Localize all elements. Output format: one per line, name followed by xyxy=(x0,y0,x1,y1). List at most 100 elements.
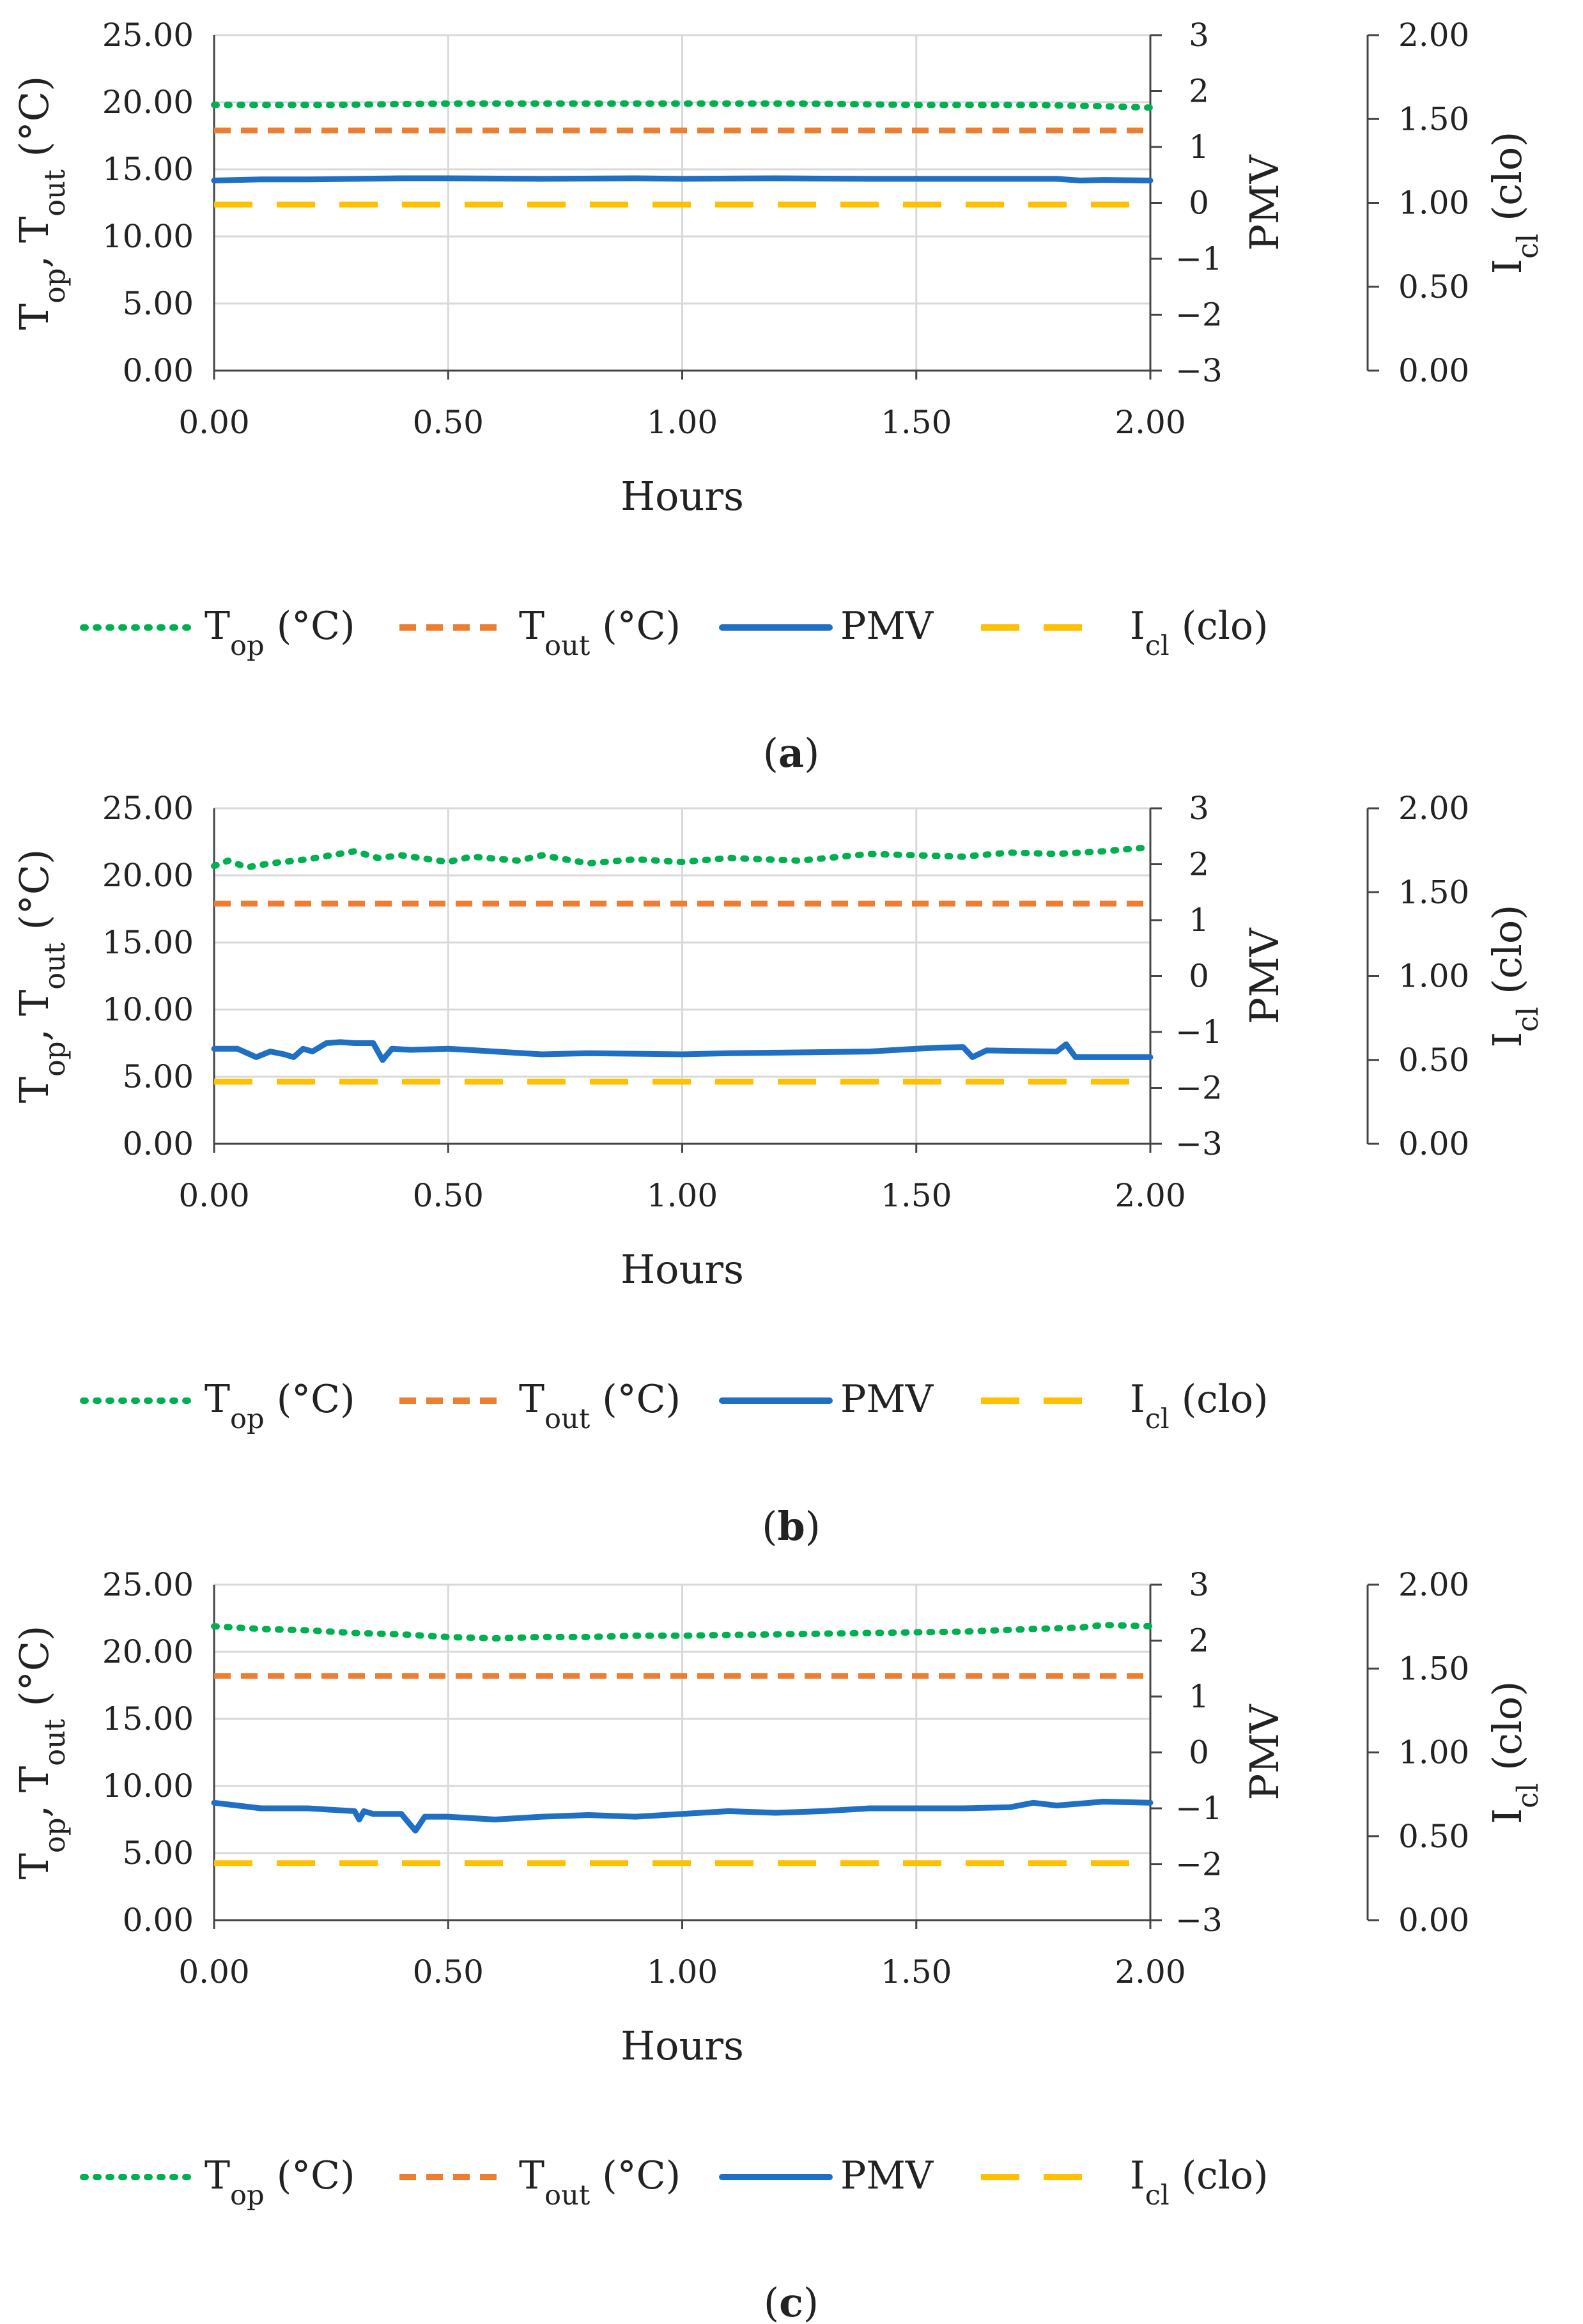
x-tick-label: 0.00 xyxy=(178,404,249,441)
y-left-tick-label: 0.00 xyxy=(123,1902,194,1939)
icl-tick-label: 1.00 xyxy=(1398,1734,1469,1771)
legend-item: Top (°C) xyxy=(80,2153,355,2212)
y-left-tick-label: 10.00 xyxy=(102,991,194,1028)
pmv-tick-label: −1 xyxy=(1175,1790,1223,1827)
legend-label: PMV xyxy=(840,1377,934,1422)
legend-item: Icl (clo) xyxy=(981,2153,1269,2212)
icl-tick-label: 1.50 xyxy=(1398,100,1469,137)
icl-tick-label: 0.00 xyxy=(1398,1902,1469,1939)
y-left-tick-label: 5.00 xyxy=(123,1835,194,1872)
x-axis-label: Hours xyxy=(621,2022,744,2069)
y-left-axis-label: Top, Tout (°C) xyxy=(11,76,72,330)
icl-tick-label: 1.00 xyxy=(1398,958,1469,995)
icl-tick-label: 0.00 xyxy=(1398,352,1469,389)
legend-label: Icl (clo) xyxy=(1130,2153,1269,2212)
pmv-tick-label: 3 xyxy=(1189,790,1209,827)
y-left-tick-label: 5.00 xyxy=(123,1058,194,1095)
y-left-tick-label: 25.00 xyxy=(102,790,194,827)
icl-tick-label: 1.00 xyxy=(1398,185,1469,222)
pmv-tick-label: 0 xyxy=(1189,958,1209,995)
pmv-tick-label: 1 xyxy=(1189,902,1209,939)
legend-label: Icl (clo) xyxy=(1130,604,1269,662)
pmv-tick-label: 2 xyxy=(1189,846,1209,883)
x-tick-label: 2.00 xyxy=(1115,1953,1185,1990)
x-tick-label: 0.00 xyxy=(178,1177,249,1214)
icl-tick-label: 0.50 xyxy=(1398,268,1469,305)
icl-tick-label: 2.00 xyxy=(1398,17,1469,54)
pmv-tick-label: −1 xyxy=(1175,1013,1223,1050)
legend-item: Tout (°C) xyxy=(399,2153,681,2212)
pmv-tick-label: −3 xyxy=(1175,1902,1223,1939)
y-left-axis-label: Top, Tout (°C) xyxy=(11,1626,72,1880)
y-left-tick-label: 20.00 xyxy=(102,857,194,894)
icl-tick-label: 2.00 xyxy=(1398,1566,1469,1603)
icl-axis-label: Icl (clo) xyxy=(1484,132,1545,275)
legend-label: Icl (clo) xyxy=(1130,1377,1269,1435)
series-line-pmv xyxy=(211,1799,1154,1834)
legend-label: Top (°C) xyxy=(205,1377,355,1435)
legend-label: PMV xyxy=(840,604,934,649)
pmv-axis-label: PMV xyxy=(1241,927,1288,1024)
pmv-tick-label: 2 xyxy=(1189,1622,1209,1659)
legend-label: Top (°C) xyxy=(205,604,355,662)
x-tick-label: 1.00 xyxy=(647,1177,718,1214)
y-left-tick-label: 0.00 xyxy=(123,352,194,389)
legend-item: Tout (°C) xyxy=(399,604,681,662)
pmv-tick-label: −2 xyxy=(1175,296,1223,334)
pmv-tick-label: 1 xyxy=(1189,1678,1209,1715)
icl-tick-label: 0.00 xyxy=(1398,1125,1469,1162)
y-left-tick-label: 20.00 xyxy=(102,84,194,121)
icl-tick-label: 0.50 xyxy=(1398,1042,1469,1079)
pmv-tick-label: −2 xyxy=(1175,1070,1223,1107)
panel-label: (c) xyxy=(764,2279,819,2324)
x-axis-label: Hours xyxy=(621,1246,744,1293)
pmv-axis-label: PMV xyxy=(1241,1704,1288,1800)
y-left-tick-label: 20.00 xyxy=(102,1633,194,1670)
y-left-tick-label: 25.00 xyxy=(102,17,194,54)
pmv-tick-label: −1 xyxy=(1175,240,1223,277)
legend-item: Top (°C) xyxy=(80,604,355,662)
x-axis-label: Hours xyxy=(621,473,744,519)
x-tick-label: 1.50 xyxy=(881,404,952,441)
icl-tick-label: 1.50 xyxy=(1398,873,1469,911)
icl-tick-label: 1.50 xyxy=(1398,1650,1469,1687)
x-tick-label: 1.50 xyxy=(881,1953,952,1990)
y-left-tick-label: 10.00 xyxy=(102,218,194,255)
panel-label: (a) xyxy=(763,730,820,776)
x-tick-label: 0.50 xyxy=(413,1177,484,1214)
series-line-top xyxy=(211,1622,1154,1642)
x-tick-label: 0.50 xyxy=(413,404,484,441)
y-left-tick-label: 10.00 xyxy=(102,1767,194,1805)
x-tick-label: 0.50 xyxy=(413,1953,484,1990)
icl-tick-label: 0.50 xyxy=(1398,1818,1469,1855)
series-line-top xyxy=(211,843,1154,871)
legend-item: PMV xyxy=(719,604,934,649)
pmv-tick-label: 1 xyxy=(1189,128,1209,165)
legend-item: Top (°C) xyxy=(80,1377,355,1435)
legend-label: Top (°C) xyxy=(205,2153,355,2212)
x-tick-label: 1.00 xyxy=(647,404,718,441)
legend-label: Tout (°C) xyxy=(519,2153,681,2212)
x-tick-label: 2.00 xyxy=(1115,1177,1185,1214)
pmv-axis-label: PMV xyxy=(1241,154,1288,250)
legend-item: PMV xyxy=(719,1377,934,1422)
legend-label: Tout (°C) xyxy=(519,604,681,662)
pmv-tick-label: 3 xyxy=(1189,1566,1209,1603)
y-left-tick-label: 5.00 xyxy=(123,285,194,322)
legend-label: Tout (°C) xyxy=(519,1377,681,1435)
panel-label: (b) xyxy=(762,1503,821,1550)
y-left-tick-label: 25.00 xyxy=(102,1566,194,1603)
x-tick-label: 2.00 xyxy=(1115,404,1185,441)
pmv-tick-label: −2 xyxy=(1175,1846,1223,1883)
y-left-tick-label: 15.00 xyxy=(102,924,194,961)
pmv-tick-label: −3 xyxy=(1175,352,1223,389)
y-left-tick-label: 15.00 xyxy=(102,151,194,188)
y-left-axis-label: Top, Tout (°C) xyxy=(11,849,72,1104)
x-tick-label: 1.00 xyxy=(647,1953,718,1990)
y-left-tick-label: 0.00 xyxy=(123,1125,194,1162)
icl-axis-label: Icl (clo) xyxy=(1484,1681,1545,1824)
pmv-tick-label: 3 xyxy=(1189,17,1209,54)
